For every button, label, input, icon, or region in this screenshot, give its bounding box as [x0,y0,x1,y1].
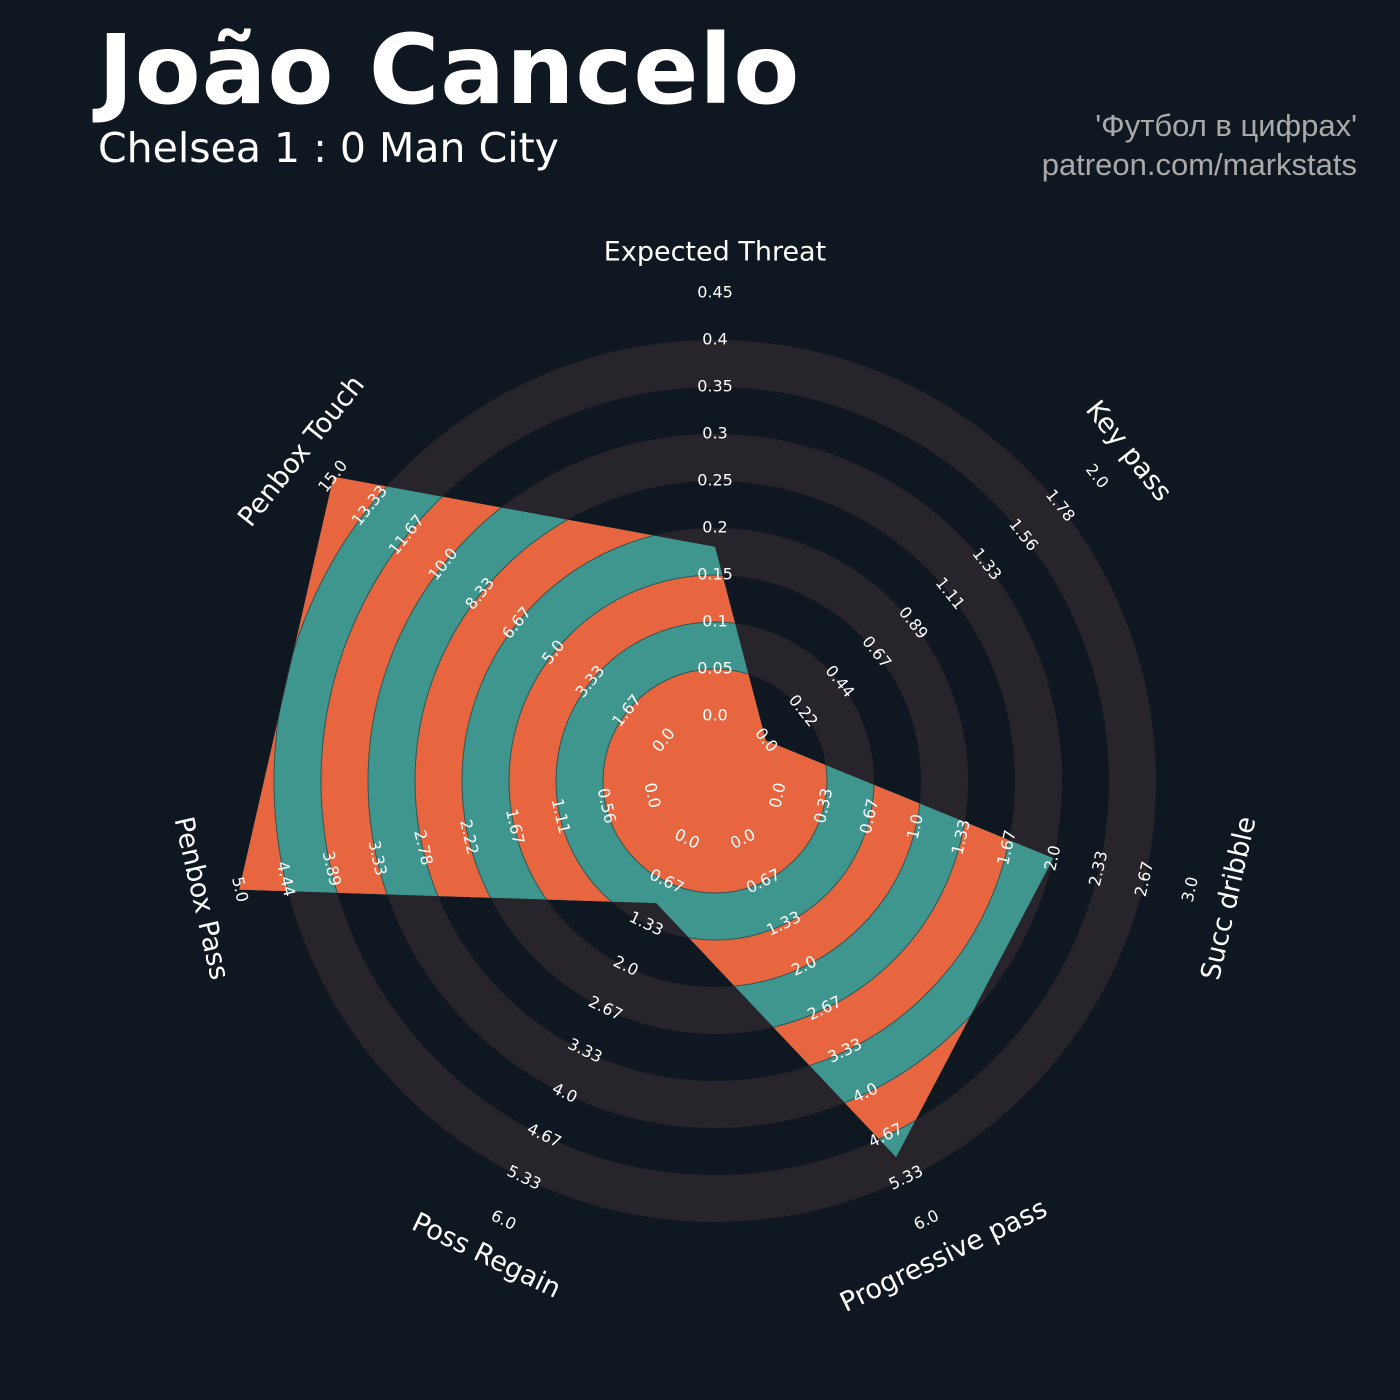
tick-label: 0.35 [697,377,733,396]
tick-label: 2.0 [1082,460,1113,492]
polygon-ring-band [603,669,827,893]
tick-label: 0.05 [697,659,733,678]
tick-label: 0.1 [702,612,727,631]
tick-label: 0.45 [697,283,733,302]
axis-label: Progressive pass [835,1193,1052,1319]
tick-label: 3.0 [1178,875,1202,904]
credit-link: patreon.com/markstats [1041,147,1357,182]
tick-label: 0.4 [702,330,727,349]
tick-label: 0.0 [702,706,727,725]
axis-label: Key pass [1079,395,1178,508]
axis-label: Penbox Pass [168,814,235,983]
tick-label: 0.3 [702,424,727,443]
polygon-ring-line [602,668,828,894]
tick-label: 0.2 [702,518,727,537]
credit-source: 'Футбол в цифрах' [1095,108,1357,143]
polygon-center [650,716,780,846]
polygon-ring-line [320,476,1054,1158]
polygon-ring-line [273,476,1054,1158]
axis-label: Poss Regain [407,1207,566,1305]
tick-label: 6.0 [911,1206,942,1234]
page-title: João Cancelo [98,14,801,126]
credit-block: 'Футбол в цифрах' patreon.com/markstats [1042,106,1357,184]
tick-label: 0.25 [697,471,733,490]
axis-label: Succ dribble [1195,814,1262,983]
axis-label: Expected Threat [604,237,826,268]
tick-label: 6.0 [488,1206,519,1234]
match-subtitle: Chelsea 1 : 0 Man City [98,124,559,172]
tick-label: 0.15 [697,565,733,584]
